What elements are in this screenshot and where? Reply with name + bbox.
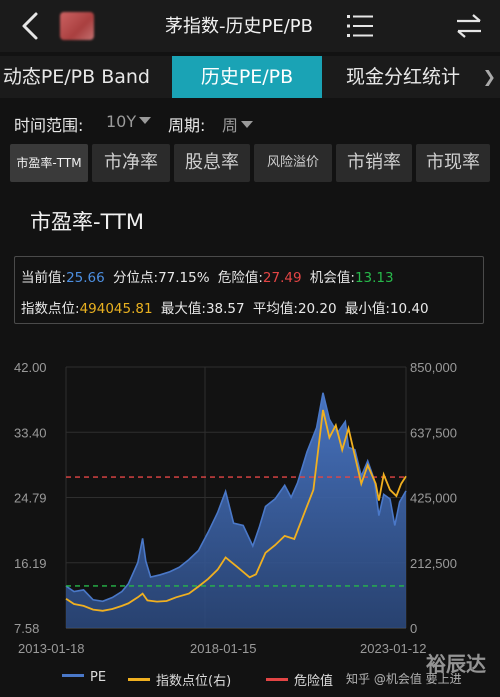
metric-tab-pe-ttm[interactable]: 市盈率-TTM — [10, 144, 88, 182]
min-value: 10.40 — [389, 301, 429, 317]
percentile-value: 77.15% — [158, 270, 210, 286]
chevron-right-icon[interactable]: ❯ — [482, 67, 496, 86]
legend-label: PE — [90, 670, 107, 685]
swap-arrows-icon[interactable] — [454, 12, 484, 40]
pe-line — [65, 392, 407, 603]
index-label: 指数点位: — [21, 301, 80, 317]
y-right-tick-label: 850,000 — [410, 360, 457, 375]
chance-label: 机会值: — [309, 270, 355, 286]
axis-labels: 42.00 33.40 24.79 16.19 7.58 850,000 637,500 42… — [14, 360, 457, 656]
pe-history-chart[interactable]: 42.00 33.40 24.79 16.19 7.58 850,000 637,500 42… — [0, 345, 500, 665]
legend-item-index[interactable]: 指数点位(右) — [128, 670, 231, 689]
chance-value: 13.13 — [354, 270, 394, 286]
time-range-label: 时间范围: — [14, 116, 84, 135]
tab-dynamic-pe-pb-band[interactable]: 动态PE/PB Band — [2, 66, 150, 88]
stats-row-2: 指数点位:494045.81 最大值:38.57 平均值:20.20 最小值:1… — [21, 297, 429, 317]
avatar — [60, 12, 94, 40]
avg-label: 平均值: — [252, 301, 298, 317]
metric-tab-pcf[interactable]: 市现率 — [416, 144, 490, 182]
y-left-tick-label: 7.58 — [14, 621, 39, 636]
chart-legend: PE 指数点位(右) 危险值 — [0, 664, 500, 694]
percentile-label: 分位点: — [113, 270, 159, 286]
tab-cash-dividend-label: 现金分红统计 — [346, 66, 461, 88]
time-range-value: 10Y — [106, 112, 137, 131]
stats-box: 当前值:25.66 分位点:77.15% 危险值:27.49 机会值:13.13… — [14, 256, 484, 324]
back-arrow-icon[interactable] — [16, 10, 46, 42]
pe-area-layer — [65, 392, 407, 628]
index-line — [65, 409, 407, 612]
legend-swatch — [62, 674, 84, 677]
legend-label: 指数点位(右) — [156, 674, 232, 689]
filter-bar: 时间范围: 10Y 周期: 周 — [0, 104, 500, 140]
metric-tab-dividend-yield[interactable]: 股息率 — [174, 144, 250, 182]
max-label: 最大值: — [160, 301, 206, 317]
y-left-tick-label: 16.19 — [14, 556, 47, 571]
min-label: 最小值: — [344, 301, 390, 317]
tab-cash-dividend[interactable]: 现金分红统计 ❯ — [328, 56, 500, 98]
current-label: 当前值: — [21, 270, 67, 286]
y-right-tick-label: 0 — [410, 621, 417, 636]
page-title: 茅指数-历史PE/PB — [165, 16, 313, 37]
y-left-tick-label: 33.40 — [14, 425, 47, 440]
metric-tabs: 市盈率-TTM 市净率 股息率 风险溢价 市销率 市现率 — [10, 144, 490, 182]
tab-history-pe-pb[interactable]: 历史PE/PB — [172, 56, 322, 98]
period-select[interactable]: 周 — [222, 112, 254, 136]
legend-item-danger[interactable]: 危险值 — [266, 670, 333, 689]
chart-title: 市盈率-TTM — [30, 210, 144, 234]
danger-value: 27.49 — [262, 270, 302, 286]
watermark-brand: 裕辰达 — [426, 652, 486, 676]
list-menu-icon[interactable] — [347, 13, 375, 39]
legend-swatch — [266, 678, 288, 681]
reference-lines — [66, 476, 406, 587]
index-value: 494045.81 — [79, 301, 153, 317]
max-value: 38.57 — [205, 301, 245, 317]
x-tick-label: 2018-01-15 — [190, 641, 257, 656]
metric-tab-ps[interactable]: 市销率 — [336, 144, 412, 182]
app-header: 茅指数-历史PE/PB — [0, 0, 500, 52]
current-value: 25.66 — [66, 270, 105, 286]
caret-down-icon — [241, 121, 254, 128]
legend-item-pe[interactable]: PE — [62, 670, 106, 685]
time-range-select[interactable]: 10Y — [106, 112, 152, 131]
x-tick-label: 2013-01-18 — [18, 641, 85, 656]
avg-value: 20.20 — [297, 301, 337, 317]
period-value: 周 — [222, 116, 239, 135]
y-left-tick-label: 24.79 — [14, 491, 47, 506]
watermark-text: 知乎 @机会值 要上进 — [346, 672, 462, 686]
y-left-tick-label: 42.00 — [14, 360, 47, 375]
index-line-layer — [65, 409, 407, 612]
legend-swatch — [128, 678, 150, 681]
stats-row-1: 当前值:25.66 分位点:77.15% 危险值:27.49 机会值:13.13 — [21, 266, 394, 286]
y-right-tick-label: 637,500 — [410, 425, 457, 440]
metric-tab-pb[interactable]: 市净率 — [92, 144, 170, 182]
x-tick-label: 2023-01-12 — [360, 641, 427, 656]
main-tabs: 动态PE/PB Band 历史PE/PB 现金分红统计 ❯ — [0, 56, 500, 98]
y-right-tick-label: 212,500 — [410, 556, 457, 571]
metric-tab-risk-premium[interactable]: 风险溢价 — [254, 144, 332, 182]
legend-label: 危险值 — [294, 674, 334, 689]
caret-down-icon — [139, 117, 152, 124]
danger-label: 危险值: — [217, 270, 263, 286]
y-right-tick-label: 425,000 — [410, 491, 457, 506]
pe-area — [66, 392, 406, 628]
period-label: 周期: — [168, 116, 206, 135]
